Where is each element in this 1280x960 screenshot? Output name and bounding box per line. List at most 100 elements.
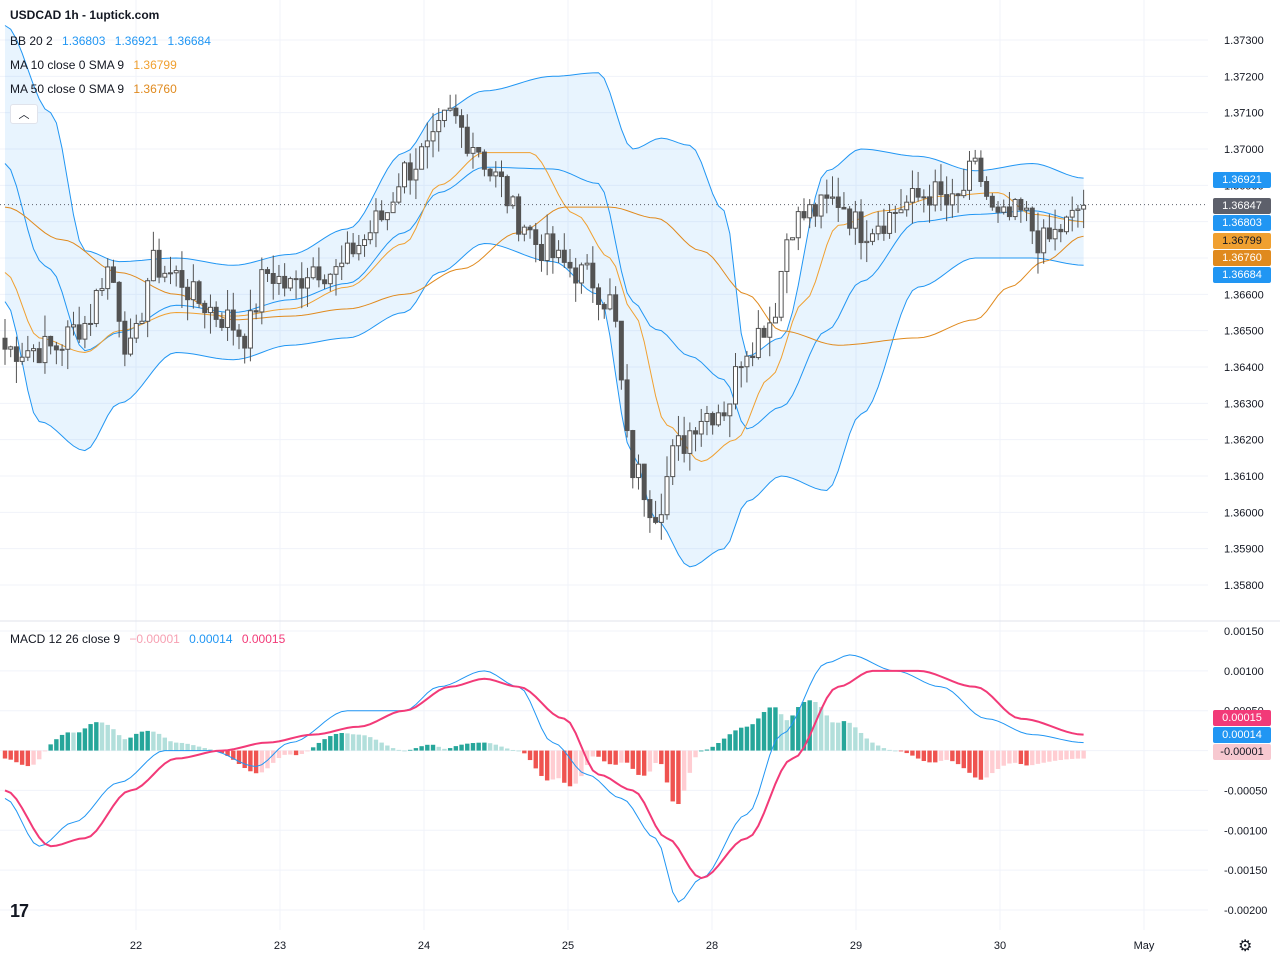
legend-collapse-button[interactable]: ︿	[10, 104, 38, 124]
candle-body	[578, 264, 584, 284]
macd-hist-bar	[208, 749, 213, 751]
macd-hist-bar	[944, 750, 949, 760]
macd-hist-bar	[362, 735, 367, 751]
bb-mid-line	[4, 163, 1084, 430]
macd-hist-bar	[122, 739, 128, 751]
candle-body	[333, 266, 339, 275]
candle-body	[830, 196, 836, 199]
candle-body	[13, 346, 19, 362]
candle-body	[287, 278, 293, 289]
x-tick-label: 24	[418, 940, 430, 952]
candle-body	[344, 242, 350, 264]
macd-hist-bar	[607, 750, 613, 765]
macd-hist-bar	[659, 750, 664, 765]
macd-hist-bar	[710, 746, 715, 751]
price-tick-label: 1.37000	[1224, 144, 1264, 156]
candle-body	[767, 322, 773, 338]
macd-hist-bar	[681, 750, 687, 791]
macd-hist-bar	[801, 701, 807, 751]
candle-body	[504, 176, 510, 207]
macd-tick-label: -0.00050	[1224, 785, 1267, 797]
candle-body	[790, 237, 796, 241]
macd-hist-bar	[459, 744, 464, 751]
macd-hist-bar	[105, 724, 110, 751]
macd-hist-bar	[168, 741, 173, 751]
macd-hist-bar	[202, 748, 207, 751]
candle-body	[812, 204, 818, 217]
macd-line	[4, 654, 1084, 903]
macd-hist-bar	[82, 728, 88, 751]
macd-hist-bar	[8, 750, 13, 760]
candle-body	[561, 249, 567, 263]
macd-hist-bar	[556, 750, 561, 779]
macd-hist-bar	[1001, 750, 1006, 766]
candle-body	[327, 273, 333, 285]
x-tick-label: 25	[562, 940, 574, 952]
candle-body	[70, 324, 76, 328]
macd-hist-bar	[476, 742, 481, 751]
macd-hist-bar	[990, 750, 995, 774]
candle-body	[116, 281, 122, 322]
gear-icon[interactable]: ⚙	[1238, 938, 1253, 955]
macd-hist-bar	[744, 726, 750, 751]
macd-hist-bar	[830, 722, 835, 751]
candle-body	[304, 277, 310, 289]
macd-hist-bar	[1035, 750, 1041, 764]
macd-hist-bar	[236, 750, 242, 764]
candle-body	[76, 324, 82, 340]
legend-ma50-label: MA 50 close 0 SMA 9	[10, 82, 125, 96]
macd-hist-bar	[248, 750, 253, 772]
candle-body	[875, 225, 881, 235]
candle-body	[299, 278, 305, 289]
candle-body	[807, 204, 813, 219]
candle-body	[190, 281, 196, 301]
candle-body	[379, 210, 385, 221]
macd-hist-bar	[2, 750, 8, 759]
candle-body	[624, 379, 630, 432]
x-tick-label: 23	[274, 940, 286, 952]
price-tag-bb-upper: 1.36921	[1213, 172, 1271, 188]
macd-hist-bar	[288, 750, 293, 755]
candle-body	[744, 355, 750, 368]
macd-hist-bar	[1041, 750, 1046, 763]
macd-hist-bar	[305, 750, 310, 752]
ma10-line	[4, 152, 1084, 463]
macd-hist-bar	[271, 750, 276, 763]
price-tag-ma50: 1.36760	[1213, 250, 1271, 266]
candle-body	[516, 196, 522, 235]
macd-hist-bar	[1030, 750, 1035, 766]
candle-body	[955, 193, 961, 197]
candle-body	[173, 270, 179, 274]
candle-body	[436, 120, 442, 133]
macd-hist-bar	[225, 750, 230, 756]
candle-body	[590, 262, 596, 289]
candle-body	[236, 329, 242, 337]
legend-macd-label: MACD 12 26 close 9	[10, 632, 121, 646]
candle-body	[447, 107, 453, 111]
candle-body	[750, 355, 756, 359]
candle-body	[995, 206, 1001, 213]
macd-hist-bar	[470, 743, 476, 751]
candle-body	[510, 196, 516, 207]
candle-body	[818, 194, 824, 217]
candle-body	[1058, 228, 1064, 233]
candle-body	[601, 303, 607, 310]
legend-bb: BB 20 2 1.36803 1.36921 1.36684	[10, 34, 217, 48]
macd-hist-bar	[499, 746, 504, 751]
macd-hist-bar	[447, 748, 453, 751]
candle-body	[459, 115, 465, 128]
macd-hist-bar	[596, 750, 601, 757]
candle-body	[162, 272, 168, 278]
candle-body	[527, 226, 533, 231]
macd-hist-bar	[904, 750, 909, 754]
macd-hist-bar	[915, 750, 921, 759]
candle-body	[453, 107, 459, 117]
macd-hist-bar	[602, 750, 607, 762]
candle-body	[613, 294, 619, 322]
candle-body	[105, 266, 111, 290]
macd-hist-bar	[282, 750, 287, 755]
price-tick-label: 1.37200	[1224, 71, 1264, 83]
candle-body	[596, 287, 602, 305]
candle-body	[550, 233, 556, 259]
